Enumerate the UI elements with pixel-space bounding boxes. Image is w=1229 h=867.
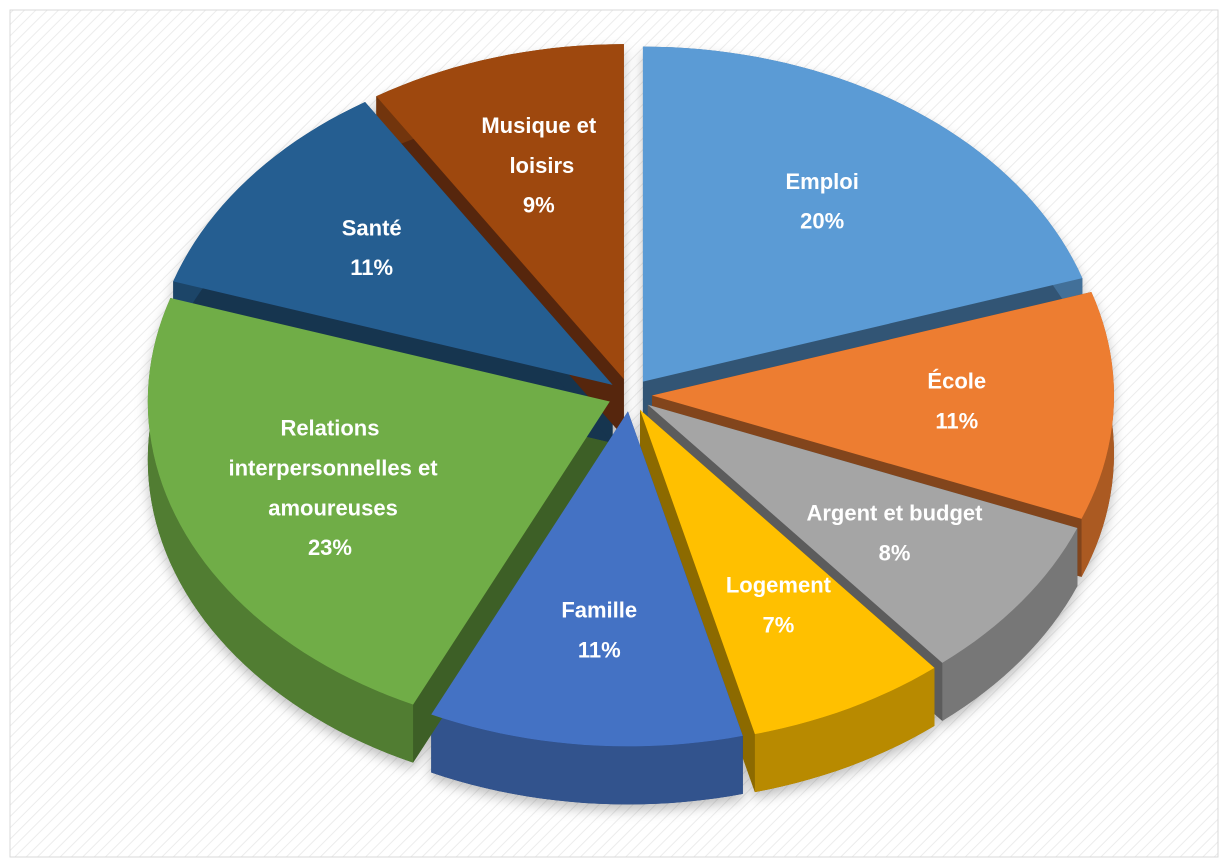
slice <box>651 291 1114 519</box>
slice <box>376 44 624 380</box>
slice-side <box>754 667 935 793</box>
value-label: 11% <box>935 408 978 433</box>
value-label: 11% <box>350 255 393 280</box>
slice <box>173 102 613 385</box>
slice-label: Emploi <box>785 169 858 194</box>
slice <box>639 409 935 735</box>
slice-label: Santé <box>342 215 402 240</box>
slice <box>642 46 1083 382</box>
slice-side <box>942 528 1078 721</box>
pie-tops <box>147 44 1114 747</box>
value-label: 9% <box>523 193 555 218</box>
value-label: 8% <box>879 540 911 565</box>
value-label: 11% <box>578 637 621 662</box>
slice-label: Musique et loisirs <box>481 113 597 178</box>
slice-label: Argent et budget <box>806 500 983 525</box>
labels: Emploi 20% École 11% Argent et budget 8% Logem… <box>222 113 986 663</box>
slice-label: Famille <box>561 597 637 622</box>
slice <box>647 404 1078 663</box>
slice-side <box>431 714 743 805</box>
slice <box>431 411 743 747</box>
value-label: 20% <box>800 209 844 234</box>
slice <box>147 298 610 705</box>
slice-label: Logement <box>726 573 832 598</box>
slice-label: Relations interpersonnelles et amoureuse… <box>222 415 438 520</box>
value-label: 7% <box>763 613 795 638</box>
slice-label: École <box>927 368 986 393</box>
slice-side <box>147 298 414 763</box>
value-label: 23% <box>308 535 352 560</box>
